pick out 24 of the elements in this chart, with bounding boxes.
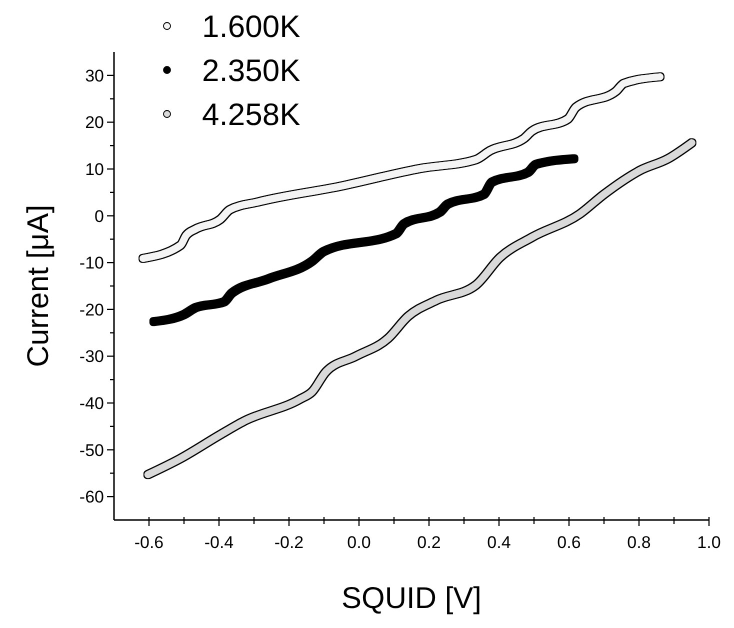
y-tick-label: -40: [79, 394, 104, 413]
x-tick-label: -0.6: [134, 533, 164, 552]
y-tick-label: -30: [79, 347, 104, 366]
x-tick-label: 0.0: [347, 533, 371, 552]
x-tick-label: 0.4: [487, 533, 511, 552]
x-tick-label: 0.6: [557, 533, 581, 552]
y-tick-label: -50: [79, 440, 104, 460]
legend-label: 2.350K: [202, 53, 301, 88]
y-tick-label: -10: [79, 254, 104, 273]
x-tick-label: -0.4: [204, 533, 234, 552]
x-tick-label: 1.0: [697, 533, 721, 552]
legend-label: 1.600K: [202, 9, 301, 44]
y-tick-label: 0: [94, 206, 104, 226]
y-tick-label: -20: [79, 300, 104, 320]
y-tick-label: 30: [85, 66, 104, 86]
y-tick-label: 10: [85, 160, 104, 179]
x-tick-label: -0.2: [274, 533, 304, 552]
x-tick-label: 0.8: [627, 533, 651, 552]
legend-label: 4.258K: [202, 97, 301, 132]
y-tick-label: -60: [79, 488, 104, 507]
x-tick-label: 0.2: [417, 533, 441, 552]
y-tick-label: 20: [85, 113, 104, 132]
x-axis-title: SQUID [V]: [341, 582, 482, 615]
y-axis-title: Current [μA]: [22, 204, 55, 368]
